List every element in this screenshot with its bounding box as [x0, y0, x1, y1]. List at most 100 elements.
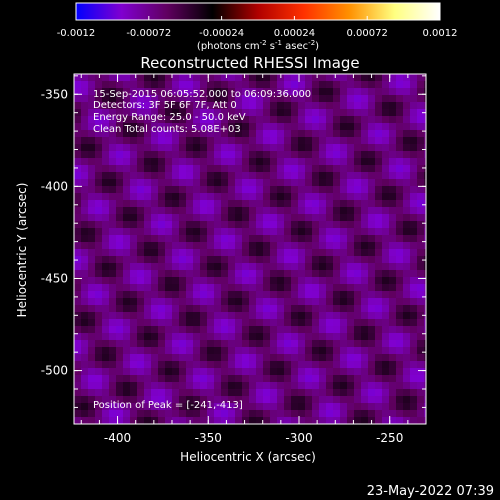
heatmap-cell — [158, 221, 165, 228]
heatmap-cell — [102, 165, 109, 172]
heatmap-cell — [382, 242, 389, 249]
heatmap-cell — [193, 382, 200, 389]
heatmap-cell — [347, 284, 354, 291]
heatmap-cell — [221, 235, 228, 242]
heatmap-cell — [151, 116, 158, 123]
heatmap-cell — [88, 368, 95, 375]
heatmap-cell — [291, 144, 298, 151]
heatmap-cell — [354, 137, 361, 144]
heatmap-cell — [116, 382, 123, 389]
heatmap-cell — [417, 417, 424, 424]
heatmap-cell — [298, 291, 305, 298]
heatmap-cell — [249, 382, 256, 389]
heatmap-cell — [186, 256, 193, 263]
heatmap-cell — [228, 326, 235, 333]
heatmap-cell — [74, 214, 81, 221]
heatmap-cell — [95, 109, 102, 116]
heatmap-cell — [123, 151, 130, 158]
heatmap-cell — [130, 88, 137, 95]
heatmap-cell — [123, 165, 130, 172]
heatmap-cell — [403, 123, 410, 130]
heatmap-cell — [214, 256, 221, 263]
heatmap-cell — [340, 193, 347, 200]
heatmap-cell — [123, 221, 130, 228]
heatmap-cell — [382, 403, 389, 410]
heatmap-cell — [123, 158, 130, 165]
heatmap-cell — [403, 130, 410, 137]
heatmap-cell — [186, 410, 193, 417]
heatmap-cell — [417, 193, 424, 200]
heatmap-cell — [319, 326, 326, 333]
heatmap-cell — [396, 74, 403, 81]
heatmap-cell — [291, 88, 298, 95]
heatmap-cell — [144, 410, 151, 417]
heatmap-cell — [382, 81, 389, 88]
heatmap-cell — [207, 284, 214, 291]
heatmap-cell — [74, 368, 81, 375]
heatmap-cell — [291, 221, 298, 228]
annotation-detectors: Detectors: 3F 5F 6F 7F, Att 0 — [93, 100, 237, 111]
heatmap-cell — [165, 193, 172, 200]
heatmap-cell — [109, 277, 116, 284]
heatmap-cell — [410, 417, 417, 424]
heatmap-cell — [235, 417, 242, 424]
heatmap-cell — [200, 347, 207, 354]
heatmap-cell — [137, 165, 144, 172]
heatmap-cell — [270, 249, 277, 256]
heatmap-cell — [333, 312, 340, 319]
heatmap-cell — [382, 137, 389, 144]
heatmap-cell — [375, 151, 382, 158]
heatmap-cell — [179, 214, 186, 221]
heatmap-cell — [354, 291, 361, 298]
heatmap-cell — [277, 361, 284, 368]
heatmap-cell — [179, 291, 186, 298]
heatmap-cell — [165, 95, 172, 102]
heatmap-cell — [333, 326, 340, 333]
heatmap-cell — [207, 172, 214, 179]
heatmap-cell — [193, 144, 200, 151]
heatmap-cell — [319, 137, 326, 144]
heatmap-cell — [284, 298, 291, 305]
heatmap-cell — [144, 130, 151, 137]
heatmap-cell — [284, 417, 291, 424]
heatmap-cell — [417, 151, 424, 158]
heatmap-cell — [256, 410, 263, 417]
heatmap-cell — [389, 228, 396, 235]
heatmap-cell — [151, 207, 158, 214]
heatmap-cell — [368, 172, 375, 179]
heatmap-cell — [151, 270, 158, 277]
heatmap-cell — [375, 347, 382, 354]
heatmap-cell — [249, 200, 256, 207]
heatmap-cell — [312, 354, 319, 361]
heatmap-cell — [200, 186, 207, 193]
heatmap-cell — [333, 284, 340, 291]
heatmap-cell — [144, 291, 151, 298]
heatmap-cell — [88, 305, 95, 312]
heatmap-cell — [375, 137, 382, 144]
heatmap-cell — [312, 396, 319, 403]
heatmap-cell — [221, 375, 228, 382]
heatmap-cell — [298, 109, 305, 116]
heatmap-cell — [228, 74, 235, 81]
heatmap-cell — [333, 361, 340, 368]
heatmap-cell — [137, 375, 144, 382]
heatmap-cell — [347, 403, 354, 410]
heatmap-cell — [81, 389, 88, 396]
heatmap-cell — [396, 200, 403, 207]
heatmap-cell — [424, 221, 426, 228]
heatmap-cell — [263, 179, 270, 186]
heatmap-cell — [165, 179, 172, 186]
heatmap-cell — [130, 305, 137, 312]
heatmap-cell — [361, 130, 368, 137]
heatmap-cell — [88, 144, 95, 151]
heatmap-cell — [424, 193, 426, 200]
heatmap-cell — [263, 333, 270, 340]
heatmap-cell — [396, 270, 403, 277]
heatmap-cell — [361, 291, 368, 298]
heatmap-cell — [144, 298, 151, 305]
heatmap-cell — [165, 123, 172, 130]
heatmap-cell — [102, 193, 109, 200]
heatmap-cell — [396, 207, 403, 214]
heatmap-cell — [361, 95, 368, 102]
heatmap-cell — [319, 109, 326, 116]
